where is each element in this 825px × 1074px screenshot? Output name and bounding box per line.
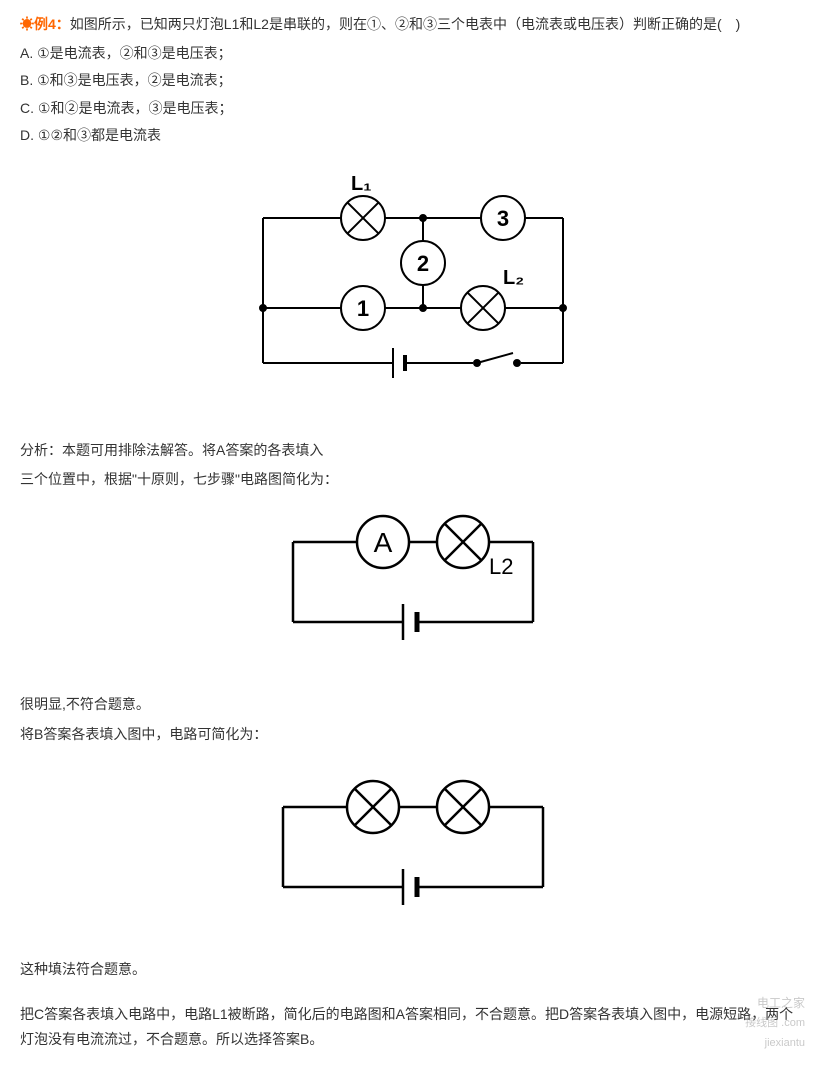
after-d2-line2: 将B答案各表填入图中，电路可简化为： <box>20 722 805 747</box>
label-m2: 2 <box>416 251 428 276</box>
option-b: B. ①和③是电压表，②是电流表； <box>20 68 805 93</box>
option-a: A. ①是电流表，②和③是电压表； <box>20 41 805 66</box>
label-l2: L₂ <box>503 267 524 289</box>
after-d2-line1: 很明显,不符合题意。 <box>20 692 805 717</box>
option-d: D. ①②和③都是电流表 <box>20 123 805 148</box>
question-stem: ☀例4：如图所示，已知两只灯泡L1和L2是串联的，则在①、②和③三个电表中（电流… <box>20 12 805 37</box>
label-a: A <box>373 527 392 558</box>
final-paragraph: 把C答案各表填入电路中，电路L1被断路，简化后的电路图和A答案相同，不合题意。把… <box>20 1002 805 1052</box>
diagram-1-container: L₁ L₂ 1 2 3 <box>20 168 805 408</box>
circuit-diagram-2: A L2 <box>263 502 563 662</box>
analysis-line-2: 三个位置中，根据"十原则，七步骤"电路图简化为： <box>20 467 805 492</box>
label-d2-l2: L2 <box>489 554 513 579</box>
options-block: A. ①是电流表，②和③是电压表； B. ①和③是电压表，②是电流表； C. ①… <box>20 41 805 148</box>
circuit-diagram-3 <box>253 767 573 927</box>
after-d2-block: 很明显,不符合题意。 将B答案各表填入图中，电路可简化为： <box>20 692 805 746</box>
diagram-3-container <box>20 767 805 927</box>
after-d3: 这种填法符合题意。 <box>20 957 805 982</box>
label-m3: 3 <box>496 206 508 231</box>
analysis-line-1: 分析：本题可用排除法解答。将A答案的各表填入 <box>20 438 805 463</box>
label-l1: L₁ <box>351 173 372 195</box>
example-label: ☀例4： <box>20 16 70 32</box>
label-m1: 1 <box>356 296 368 321</box>
circuit-diagram-1: L₁ L₂ 1 2 3 <box>233 168 593 408</box>
stem-text: 如图所示，已知两只灯泡L1和L2是串联的，则在①、②和③三个电表中（电流表或电压… <box>70 16 740 32</box>
option-c: C. ①和②是电流表，③是电压表； <box>20 96 805 121</box>
after-d3-block: 这种填法符合题意。 <box>20 957 805 982</box>
diagram-2-container: A L2 <box>20 502 805 662</box>
